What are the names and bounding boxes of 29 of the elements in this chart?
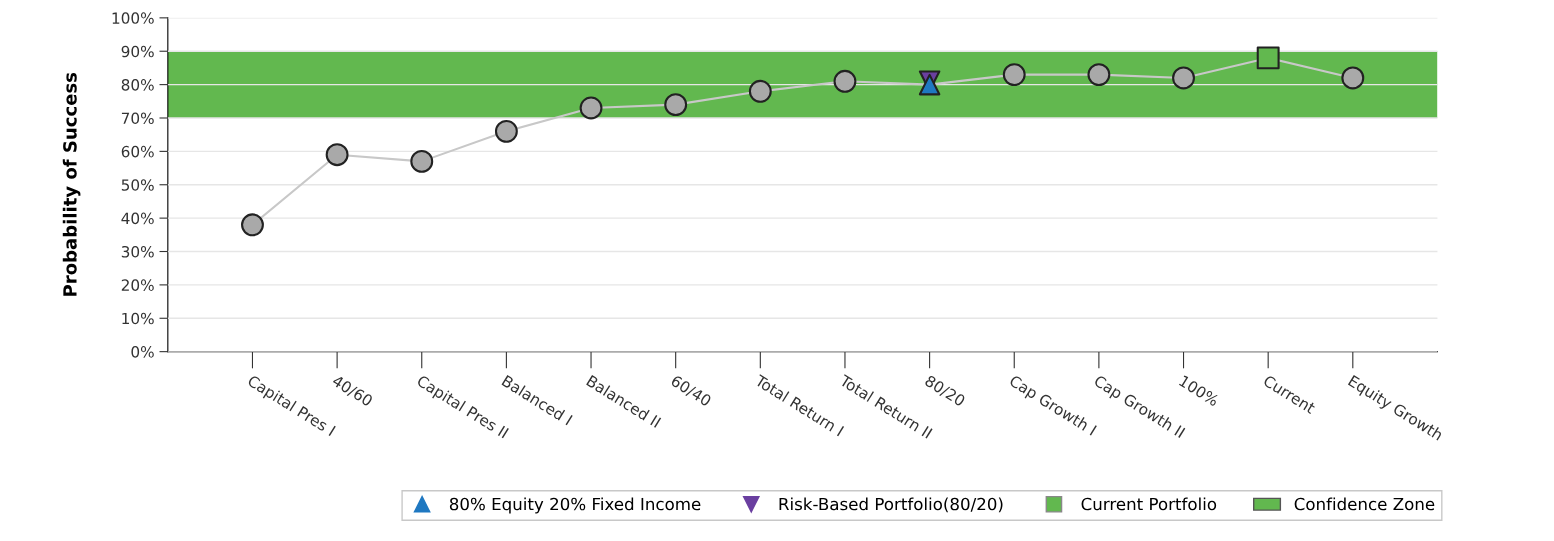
point (664, 93, 688, 117)
y-tick-label: 20% (121, 279, 154, 291)
point (748, 79, 772, 103)
y-tick-label: 40% (121, 212, 154, 225)
point (325, 143, 349, 167)
legend-label: Risk-Based Portfolio(80/20) (779, 497, 1003, 513)
point (833, 69, 857, 93)
point (494, 119, 518, 143)
legend-label: Current Portfolio (1081, 497, 1217, 511)
y-tick-label: 60% (121, 145, 154, 158)
y-tick-label: 90% (121, 45, 154, 58)
point (1341, 66, 1365, 90)
y-tick-label: 80% (121, 79, 154, 91)
legend-label: 80% Equity 20% Fixed Income (449, 497, 701, 514)
legend-label: Confidence Zone (1294, 497, 1435, 511)
point (410, 149, 434, 173)
point (1087, 63, 1111, 87)
point (1002, 63, 1026, 87)
y-tick-label: 0% (131, 346, 154, 358)
y-tick-label: 70% (121, 112, 154, 125)
point (241, 213, 264, 237)
y-axis-title: Probability of Success (62, 72, 81, 296)
point (1172, 66, 1195, 90)
point (579, 96, 603, 120)
point (1256, 46, 1280, 70)
y-tick-label: 50% (121, 179, 154, 191)
y-tick-label: 10% (122, 312, 154, 325)
y-tick-label: 30% (121, 245, 154, 258)
y-tick-label: 100% (112, 12, 154, 24)
